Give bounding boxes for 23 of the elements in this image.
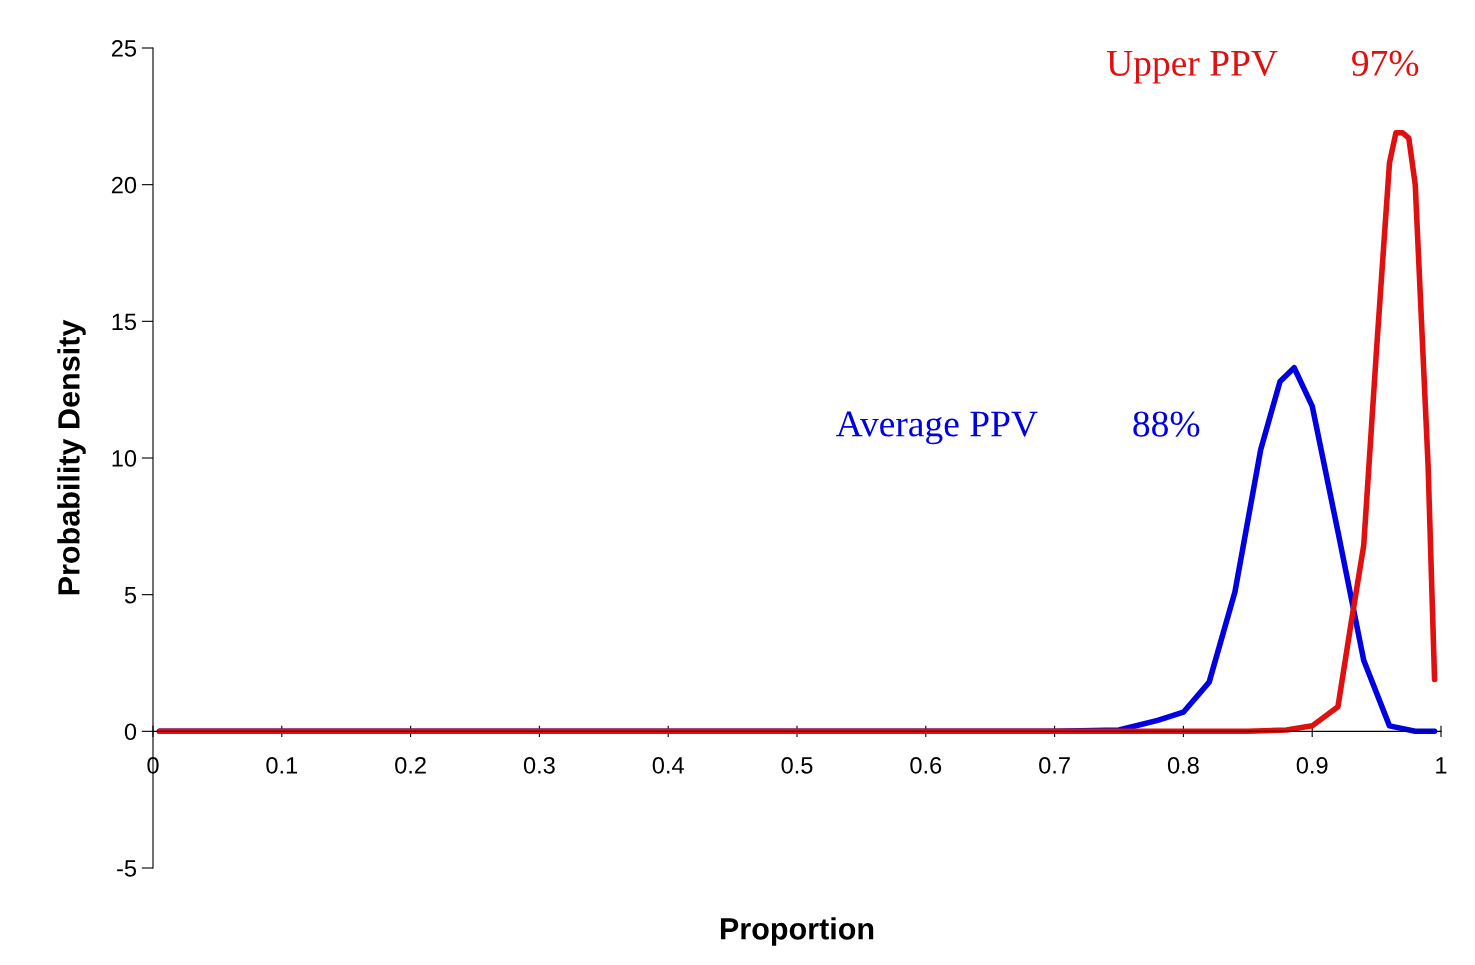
y-tick-label: -5	[117, 860, 137, 877]
y-tick-label: 5	[124, 586, 137, 604]
x-tick-label: 0.1	[266, 756, 298, 774]
x-tick-label: 0.5	[781, 756, 813, 774]
y-tick-label: 25	[111, 40, 137, 57]
x-tick-label: 0.9	[1296, 756, 1328, 774]
x-tick-label: 0.4	[652, 756, 684, 774]
annotation: 97%	[1352, 50, 1419, 77]
x-tick-label: 0.3	[523, 756, 555, 774]
text: Average PPV	[836, 411, 1038, 445]
x-axis-title: Proportion	[720, 917, 874, 946]
y-tick-label: 10	[112, 450, 137, 467]
annotation: 88%	[1133, 411, 1200, 437]
y-tick-label: 0	[124, 723, 137, 741]
x-tick-label: 0.7	[1039, 756, 1070, 774]
x-tick-label: 0.8	[1167, 756, 1199, 774]
x-tick-label: 1	[1436, 757, 1447, 774]
text: Upper PPV	[1106, 50, 1278, 84]
y-tick-label: 15	[112, 313, 137, 331]
x-tick-label: 0.6	[910, 756, 942, 774]
x-tick-label: 0.2	[395, 756, 426, 774]
y-axis-title: Probability Density	[57, 319, 86, 595]
y-tick-label: 20	[111, 176, 137, 194]
